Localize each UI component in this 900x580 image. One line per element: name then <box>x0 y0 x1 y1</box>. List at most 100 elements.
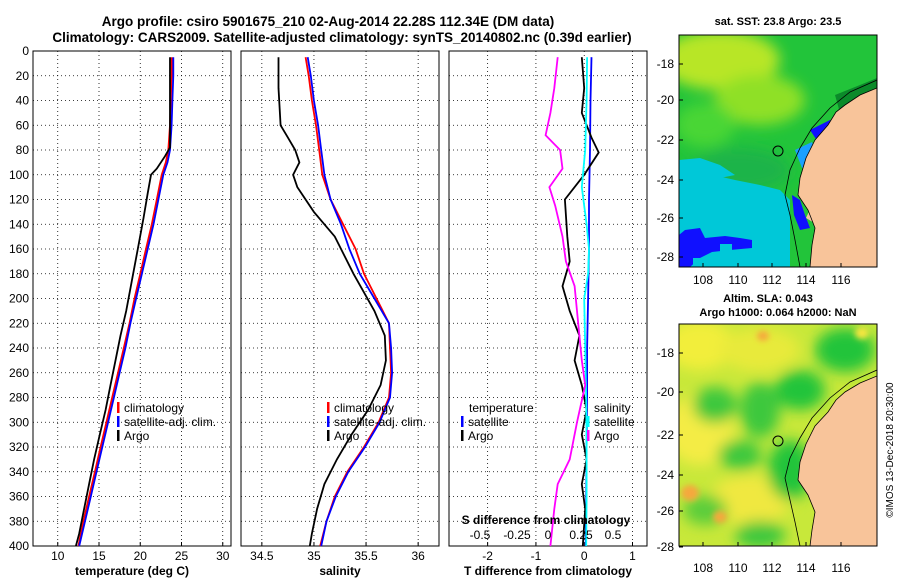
map-y-tick-label: -20 <box>657 385 675 399</box>
legend-swatch <box>461 430 464 441</box>
x-tick-label: 35 <box>307 549 321 563</box>
map-x-tick-label: 108 <box>693 561 713 575</box>
x-axis-label: temperature (deg C) <box>75 564 189 578</box>
legend-header-salinity: salinity <box>594 401 631 415</box>
sla-map-axes: 108 110 112 114 116 -18 -20 -22 -24 -26 -28 <box>657 346 851 575</box>
y-tick-label: 200 <box>9 292 29 306</box>
map-x-tick-label: 116 <box>831 273 850 287</box>
map-x-tick-label: 114 <box>796 273 815 287</box>
map-y-tick-label: -18 <box>657 57 675 71</box>
sla-map-subtitle: Argo h1000: 0.064 h2000: NaN <box>699 307 856 319</box>
map-y-tick-label: -28 <box>657 250 675 264</box>
y-tick-label: 0 <box>22 44 29 58</box>
legend-label: climatology <box>334 401 394 415</box>
y-tick-label: 80 <box>16 143 30 157</box>
y-tick-label: 20 <box>16 69 30 83</box>
legend-label: satellite <box>468 415 509 429</box>
y-tick-label: 120 <box>9 193 29 207</box>
map-y-tick-label: -22 <box>657 133 675 147</box>
x-tick-label: 20 <box>134 549 148 563</box>
map-y-tick-label: -28 <box>657 540 675 554</box>
s-tick-label: 0.5 <box>605 528 622 542</box>
legend-label: Argo <box>594 429 620 443</box>
y-tick-label: 140 <box>9 217 29 231</box>
y-tick-label: 160 <box>9 242 29 256</box>
legend-swatch <box>117 402 120 413</box>
s-difference-axis-label: S difference from climatology <box>462 513 631 527</box>
legend-swatch <box>327 430 330 441</box>
y-tick-label: 400 <box>9 539 29 553</box>
map-y-tick-label: -24 <box>657 173 675 187</box>
legend-swatch <box>327 402 330 413</box>
legend-label: Argo <box>334 429 360 443</box>
x-tick-label: -2 <box>482 549 493 563</box>
s-tick-label: 0 <box>545 528 552 542</box>
x-axis-label: T difference from climatology <box>464 564 632 578</box>
legend-swatch <box>587 416 590 427</box>
x-tick-label: 36 <box>411 549 425 563</box>
map-x-tick-label: 116 <box>831 561 850 575</box>
map-y-tick-label: -18 <box>657 346 675 360</box>
x-axis-label: salinity <box>319 564 361 578</box>
y-tick-label: 340 <box>9 465 29 479</box>
y-tick-label: 180 <box>9 267 29 281</box>
legend-header-temperature: temperature <box>469 401 534 415</box>
legend-swatch <box>461 416 464 427</box>
s-tick-label: 0.25 <box>569 528 593 542</box>
s-tick-label: -0.25 <box>503 528 531 542</box>
legend-label: Argo <box>124 429 150 443</box>
y-tick-label: 320 <box>9 440 29 454</box>
map-x-tick-label: 112 <box>762 273 781 287</box>
y-tick-label: 380 <box>9 514 29 528</box>
y-tick-label: 360 <box>9 490 29 504</box>
y-tick-label: 100 <box>9 168 29 182</box>
map-y-tick-label: -26 <box>657 211 675 225</box>
figure-title-line2: Climatology: CARS2009. Satellite-adjuste… <box>52 30 631 45</box>
legend-label: climatology <box>124 401 184 415</box>
sla-map-title: Altim. SLA: 0.043 <box>723 293 813 305</box>
series-line-argo <box>277 57 387 547</box>
legend-label: satellite <box>594 415 635 429</box>
x-tick-label: 10 <box>51 549 65 563</box>
s-tick-label: -0.5 <box>470 528 491 542</box>
map-y-tick-label: -22 <box>657 428 675 442</box>
legend-swatch <box>117 430 120 441</box>
map-x-tick-label: 114 <box>796 561 815 575</box>
sla-map-image <box>679 324 877 546</box>
series-line-s-satellite <box>580 57 590 547</box>
x-tick-label: -1 <box>531 549 542 563</box>
map-y-tick-label: -24 <box>657 468 675 482</box>
y-tick-label: 40 <box>16 94 30 108</box>
figure-title-line1: Argo profile: csiro 5901675_210 02-Aug-2… <box>102 14 554 29</box>
sst-map-axes: 108 110 112 114 116 -18 -20 -22 -24 -26 -28 <box>657 57 851 287</box>
map-x-tick-label: 108 <box>693 273 713 287</box>
sst-map: sat. SST: 23.8 Argo: 23.5 <box>678 16 878 268</box>
legend-label: satellite-adj. clim. <box>334 415 426 429</box>
y-tick-label: 240 <box>9 341 29 355</box>
x-tick-label: 25 <box>175 549 189 563</box>
x-tick-label: 1 <box>629 549 636 563</box>
series-line-argo <box>75 57 171 547</box>
map-x-tick-label: 112 <box>762 561 781 575</box>
map-y-tick-label: -20 <box>657 93 675 107</box>
series-line-s-argo <box>544 57 587 547</box>
watermark: ©IMOS 13-Dec-2018 20:30:00 <box>885 382 896 518</box>
x-tick-label: 15 <box>92 549 106 563</box>
y-tick-label: 260 <box>9 366 29 380</box>
legend-swatch <box>587 430 590 441</box>
x-tick-label: 34.5 <box>250 549 274 563</box>
panel-temperature: 10 15 20 25 30 temperature (deg C) <box>32 50 232 578</box>
sla-map: Altim. SLA: 0.043 Argo h1000: 0.064 h200… <box>678 293 878 547</box>
x-tick-label: 30 <box>216 549 230 563</box>
map-x-tick-label: 110 <box>728 273 747 287</box>
y-tick-label: 220 <box>9 316 29 330</box>
panel-difference-from-climatology: -2 -1 0 1T difference from climatology <box>448 50 648 578</box>
y-tick-label: 280 <box>9 391 29 405</box>
legend-label: Argo <box>468 429 494 443</box>
legend-swatch <box>327 416 330 427</box>
x-tick-label: 35.5 <box>354 549 378 563</box>
map-x-tick-label: 110 <box>728 561 747 575</box>
